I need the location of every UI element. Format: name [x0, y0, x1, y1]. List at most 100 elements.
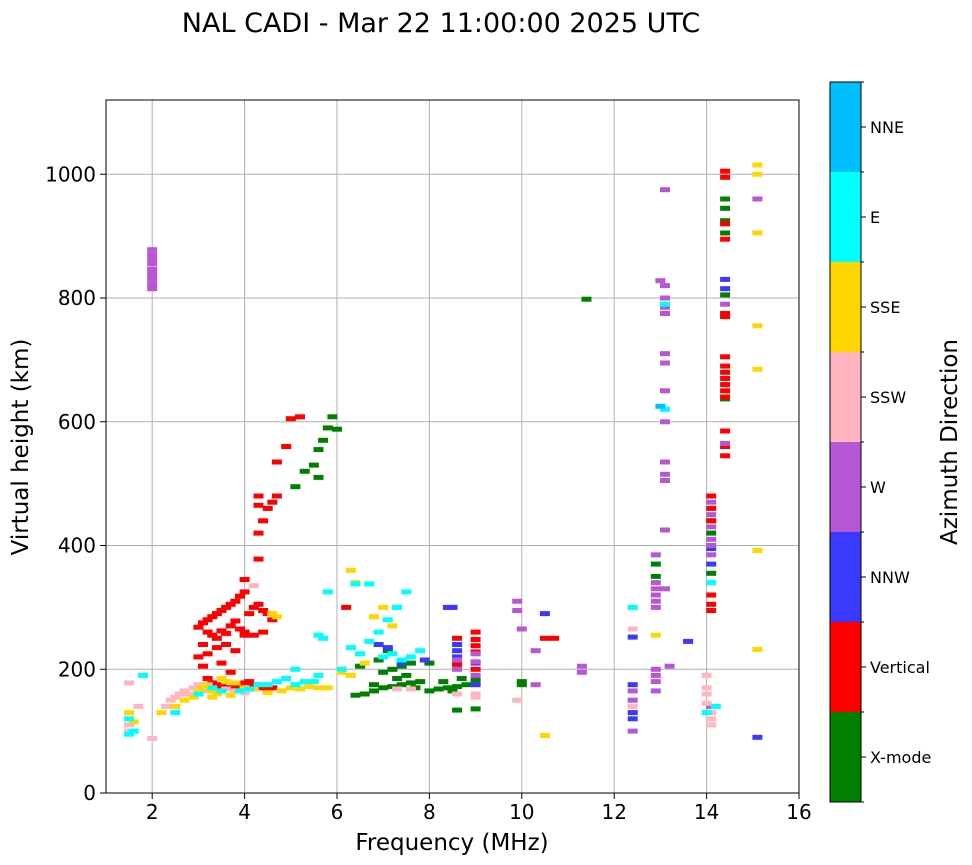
data-point-x-mode	[720, 218, 731, 224]
data-point-vertical	[720, 311, 731, 316]
data-point-ssw	[706, 716, 717, 722]
data-point-e	[373, 629, 384, 635]
data-point-x-mode	[415, 679, 426, 685]
data-point-x-mode	[438, 679, 449, 685]
data-point-w	[147, 267, 158, 272]
data-point-nnw	[396, 660, 407, 666]
data-point-sse	[378, 604, 389, 610]
x-tick-label: 4	[238, 800, 251, 824]
data-point-sse	[345, 672, 356, 678]
data-point-w	[706, 499, 717, 505]
data-point-w	[650, 598, 661, 604]
data-point-vertical	[258, 518, 269, 524]
data-point-w	[147, 247, 158, 253]
data-point-x-mode	[373, 657, 384, 663]
data-point-e	[290, 666, 301, 672]
data-point-vertical	[720, 382, 731, 388]
data-point-e	[660, 406, 670, 412]
data-point-nnw	[447, 604, 458, 610]
data-point-vertical	[262, 505, 273, 511]
data-point-sse	[387, 623, 398, 629]
data-point-vertical	[216, 660, 227, 666]
data-point-sse	[193, 688, 204, 694]
data-point-x-mode	[313, 474, 324, 480]
data-point-x-mode	[355, 663, 366, 669]
data-point-w	[452, 666, 463, 672]
data-point-w	[660, 459, 670, 465]
data-point-w	[147, 257, 158, 263]
data-point-nnw	[452, 648, 463, 654]
data-point-vertical	[470, 629, 481, 635]
data-point-vertical	[720, 363, 731, 369]
data-point-w	[650, 672, 661, 678]
data-point-e	[710, 703, 721, 709]
data-point-vertical	[239, 577, 250, 582]
data-point-x-mode	[387, 666, 398, 672]
data-point-e	[124, 716, 135, 722]
colorbar-segment	[830, 262, 861, 352]
data-point-ssw	[184, 691, 195, 697]
data-point-vertical	[253, 556, 264, 562]
data-point-w	[660, 187, 670, 193]
data-point-w	[576, 663, 587, 669]
data-point-vertical	[341, 604, 352, 610]
data-points	[124, 162, 763, 741]
data-point-e	[364, 638, 375, 644]
data-point-w	[650, 604, 661, 610]
data-point-x-mode	[327, 414, 338, 420]
data-point-e	[405, 654, 416, 660]
data-point-x-mode	[299, 468, 310, 474]
data-point-nnw	[706, 546, 717, 552]
data-point-w	[660, 360, 670, 366]
data-point-x-mode	[470, 706, 481, 712]
data-point-vertical	[720, 354, 731, 360]
data-point-vertical	[202, 651, 213, 657]
data-point-x-mode	[516, 682, 527, 688]
data-point-x-mode	[442, 685, 453, 691]
data-point-ssw	[174, 691, 185, 697]
data-point-vertical	[202, 676, 213, 681]
colorbar-segment	[830, 442, 861, 532]
data-point-vertical	[239, 632, 250, 638]
data-point-sse	[262, 690, 273, 696]
colorbar-tick-label: Vertical	[870, 658, 930, 677]
data-point-vertical	[225, 623, 236, 629]
data-point-e	[392, 604, 403, 610]
data-point-e	[313, 632, 324, 638]
data-point-sse	[304, 684, 315, 690]
data-point-nnw	[539, 611, 550, 617]
data-point-sse	[198, 685, 208, 691]
y-tick-label: 200	[58, 657, 96, 681]
data-point-vertical	[706, 608, 717, 613]
data-point-e	[322, 589, 333, 595]
data-point-x-mode	[720, 205, 731, 211]
data-point-vertical	[211, 645, 222, 651]
data-point-w	[530, 648, 541, 654]
data-point-ssw	[188, 685, 199, 691]
data-point-sse	[752, 548, 763, 553]
data-point-vertical	[267, 685, 278, 691]
data-point-w	[516, 626, 527, 632]
plot-area: 2 4 6 8 10 12 14 16 0 200 400 600 800 1000	[45, 99, 812, 824]
data-point-x-mode	[581, 296, 592, 302]
x-axis-label: Frequency (MHz)	[355, 830, 548, 856]
data-point-e	[401, 589, 412, 595]
data-point-e	[336, 666, 347, 672]
data-point-vertical	[720, 236, 731, 242]
data-point-vertical	[470, 666, 481, 672]
data-point-ssw	[470, 694, 481, 700]
data-point-e	[262, 682, 273, 688]
data-point-nnw	[683, 638, 694, 644]
data-point-nne	[655, 403, 666, 409]
data-point-vertical	[198, 663, 208, 669]
data-point-ssw	[248, 583, 259, 589]
data-point-ssw	[706, 722, 717, 728]
data-point-x-mode	[650, 561, 661, 567]
data-point-ssw	[124, 680, 135, 686]
y-tick-label: 0	[83, 781, 96, 805]
data-point-e	[345, 645, 356, 651]
data-point-ssw	[392, 686, 403, 692]
data-point-w	[660, 351, 670, 357]
data-point-x-mode	[470, 676, 481, 681]
colorbar-segment	[830, 352, 861, 442]
